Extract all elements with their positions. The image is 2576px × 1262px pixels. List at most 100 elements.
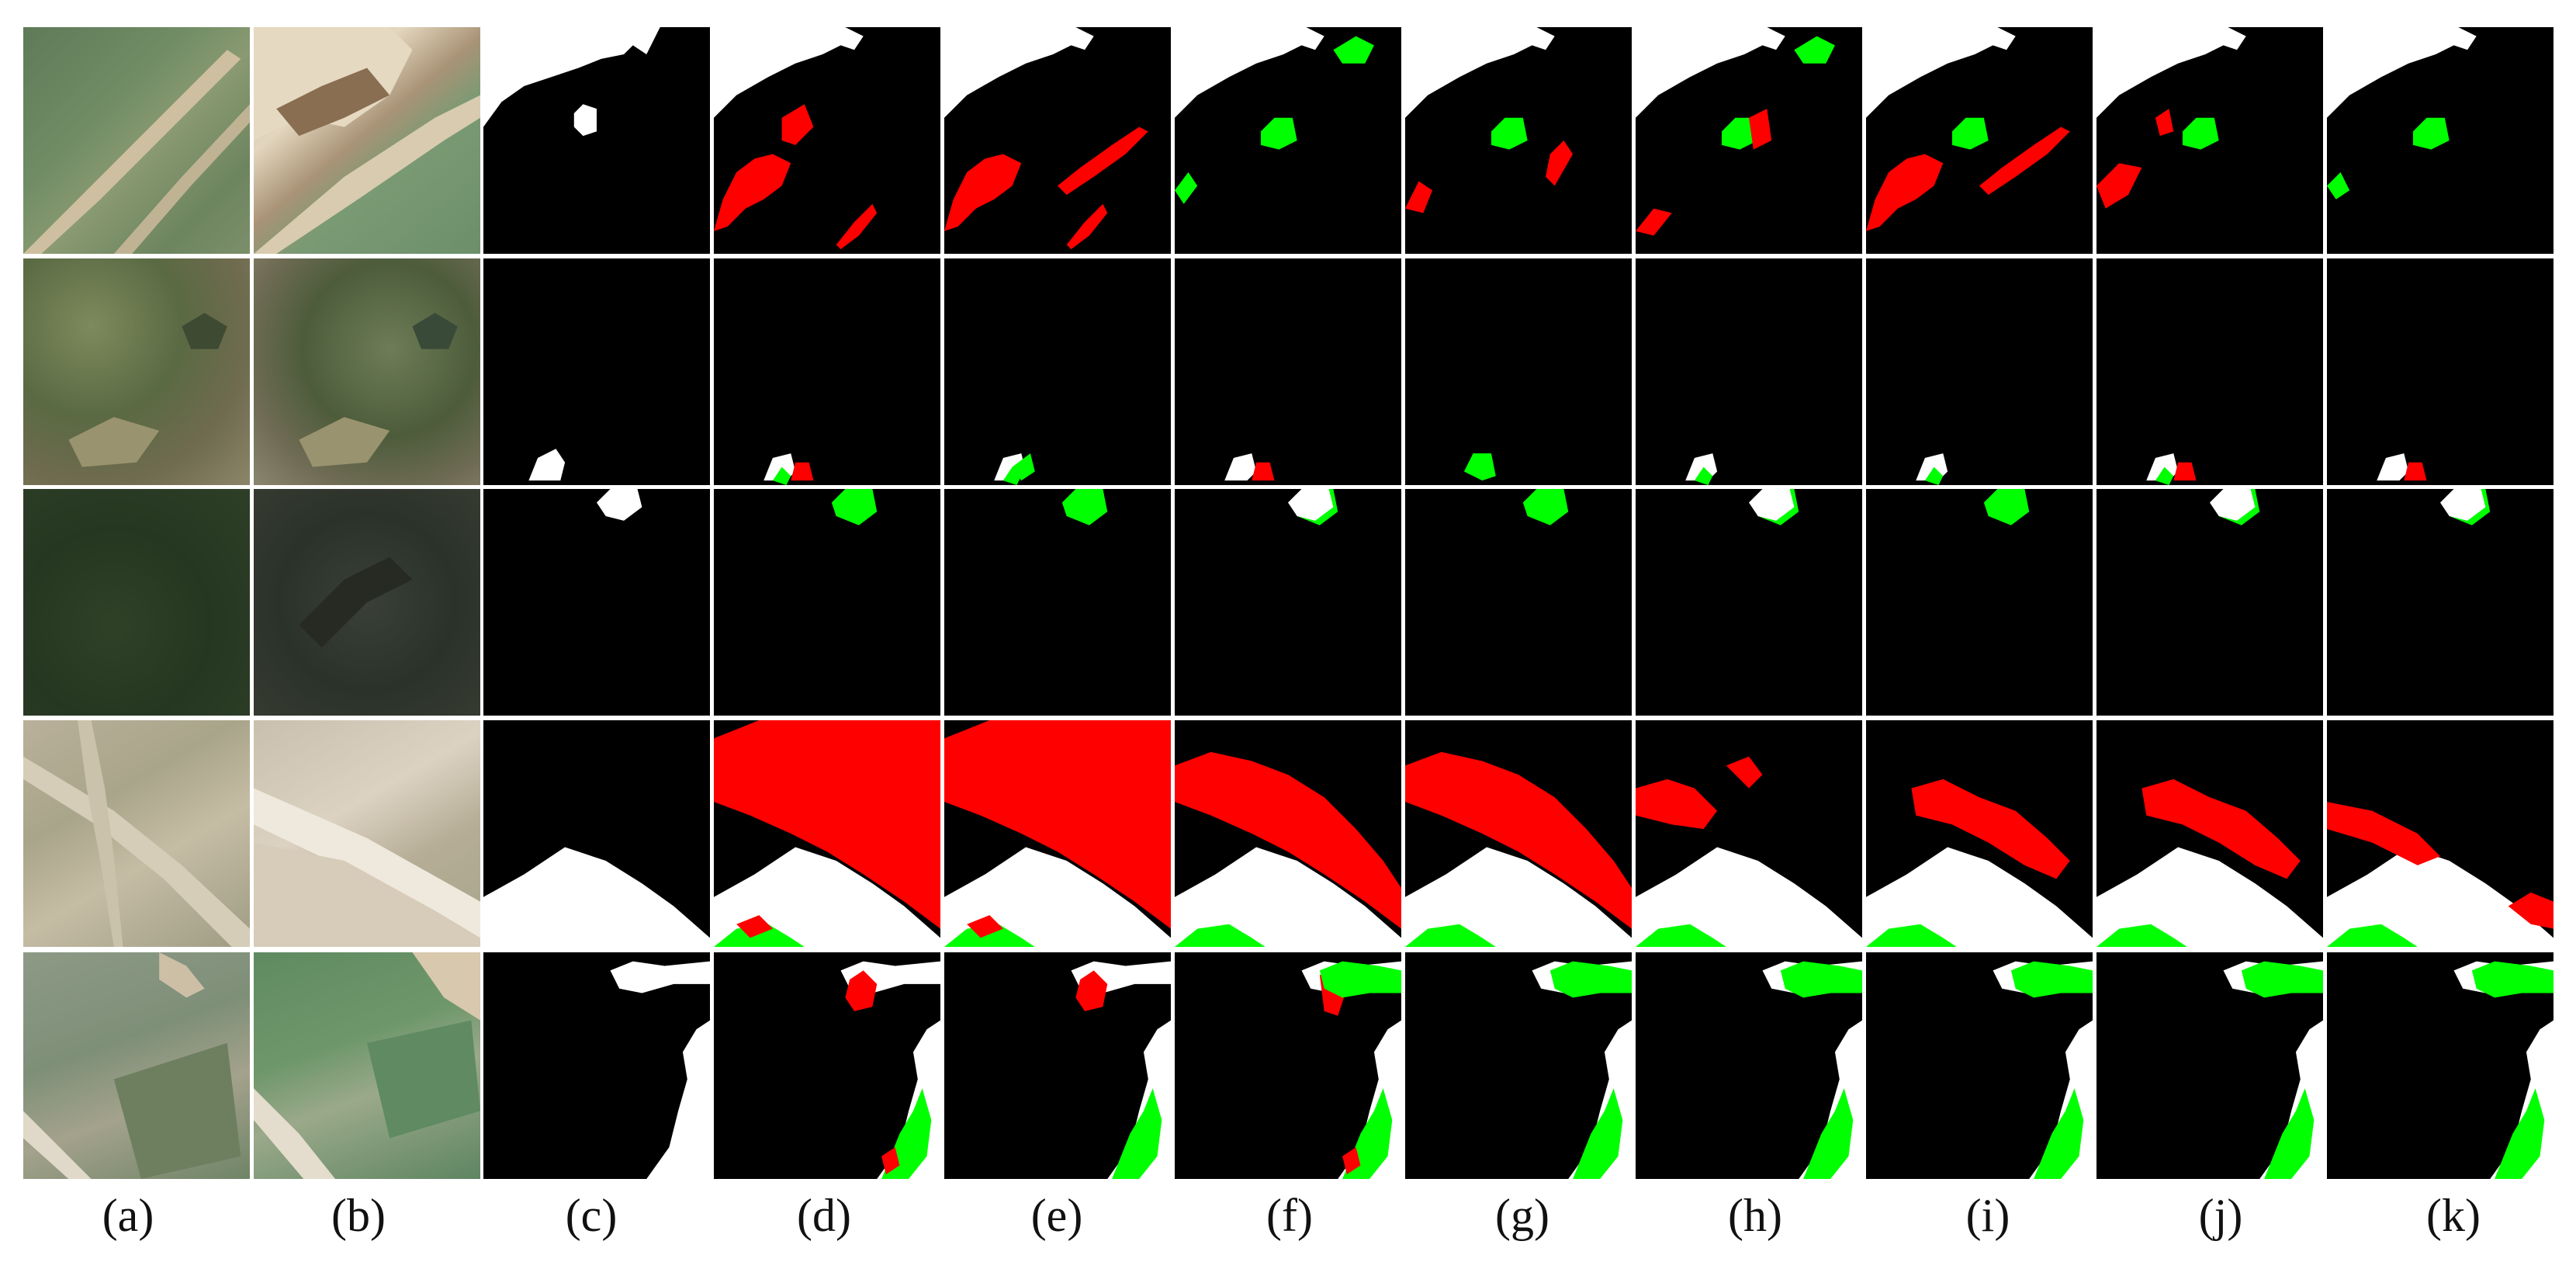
panel-graphic — [1866, 27, 2070, 231]
panel-row1-i-change-map — [1866, 27, 2093, 254]
panel-row2-c-ground-truth-map — [483, 258, 710, 485]
panel-row3-h-change-map — [1636, 489, 1862, 716]
panel-graphic — [2327, 802, 2553, 947]
panel-row5-c-ground-truth-map — [483, 952, 710, 1179]
column-label-a: (a) — [102, 1190, 154, 1241]
column-label-d: (d) — [797, 1190, 851, 1241]
panel-graphic — [23, 720, 250, 947]
panel-graphic — [483, 847, 710, 947]
panel-row5-k-change-map — [2327, 952, 2553, 1179]
panel-row2-h-change-map — [1636, 258, 1862, 485]
panel-graphic — [2146, 453, 2197, 485]
panel-graphic — [610, 961, 710, 1179]
panel-graphic — [1916, 453, 1948, 485]
panel-row3-k-change-map — [2327, 489, 2553, 716]
panel-graphic — [2377, 453, 2427, 481]
panel-graphic — [299, 556, 413, 648]
panel-graphic — [1405, 751, 1632, 947]
column-label-i: (i) — [1965, 1190, 2010, 1241]
panel-graphic — [714, 720, 940, 947]
panel-row2-d-change-map — [714, 258, 940, 485]
panel-graphic — [1175, 27, 1374, 204]
panel-row4-b-image-t2 — [254, 720, 480, 947]
panel-row1-j-change-map — [2096, 27, 2323, 254]
column-label-g: (g) — [1495, 1190, 1549, 1241]
panel-row1-f-change-map — [1175, 27, 1401, 254]
panel-graphic — [299, 313, 458, 467]
panel-row1-b-image-t2 — [254, 27, 480, 254]
panel-row3-e-change-map — [944, 489, 1171, 716]
panel-row1-k-change-map — [2327, 27, 2553, 254]
panel-graphic — [23, 50, 250, 254]
panel-graphic — [1071, 961, 1171, 1179]
panel-row2-i-change-map — [1866, 258, 2093, 485]
panel-row2-j-change-map — [2096, 258, 2323, 485]
panel-row1-e-change-map — [944, 27, 1171, 254]
panel-row3-b-image-t2 — [254, 489, 480, 716]
panel-graphic — [2096, 27, 2246, 209]
panel-row1-g-change-map — [1405, 27, 1632, 254]
panel-graphic — [254, 27, 480, 254]
panel-row5-d-change-map — [714, 952, 940, 1179]
panel-graphic — [254, 952, 480, 1179]
panel-row3-d-change-map — [714, 489, 940, 716]
column-label-b: (b) — [331, 1190, 386, 1241]
panel-row5-i-change-map — [1866, 952, 2093, 1179]
panel-row5-j-change-map — [2096, 952, 2323, 1179]
panel-row4-d-change-map — [714, 720, 940, 947]
column-label-j: (j) — [2198, 1190, 2243, 1241]
panel-graphic — [2453, 961, 2553, 1179]
panel-graphic — [1993, 961, 2093, 1179]
panel-graphic — [597, 489, 642, 521]
panel-graphic — [1288, 489, 1338, 525]
panel-graphic — [2096, 778, 2323, 947]
panel-row3-c-ground-truth-map — [483, 489, 710, 716]
panel-row1-a-image-t1 — [23, 27, 250, 254]
panel-graphic — [1636, 27, 1835, 236]
column-label-k: (k) — [2426, 1190, 2481, 1241]
panel-row4-k-change-map — [2327, 720, 2553, 947]
panel-row5-h-change-map — [1636, 952, 1862, 1179]
panel-graphic — [254, 788, 480, 947]
panel-row4-a-image-t1 — [23, 720, 250, 947]
panel-graphic — [1463, 453, 1496, 481]
panel-graphic — [483, 27, 660, 137]
panel-row3-f-change-map — [1175, 489, 1401, 716]
panel-row4-i-change-map — [1866, 720, 2093, 947]
panel-graphic — [944, 27, 1148, 250]
panel-row2-e-change-map — [944, 258, 1171, 485]
panel-row1-c-ground-truth-map — [483, 27, 710, 254]
panel-graphic — [1866, 778, 2093, 947]
panel-row5-b-image-t2 — [254, 952, 480, 1179]
panel-row3-a-image-t1 — [23, 489, 250, 716]
panel-graphic — [840, 961, 940, 1179]
panel-graphic — [1762, 961, 1862, 1179]
panel-row5-f-change-map — [1175, 952, 1401, 1179]
panel-graphic — [2210, 489, 2260, 525]
column-label-h: (h) — [1728, 1190, 1782, 1241]
panel-graphic — [68, 313, 227, 467]
panel-row4-g-change-map — [1405, 720, 1632, 947]
panel-graphic — [1685, 453, 1718, 485]
panel-row2-a-image-t1 — [23, 258, 250, 485]
panel-row1-h-change-map — [1636, 27, 1862, 254]
panel-graphic — [1532, 961, 1632, 1179]
column-label-c: (c) — [565, 1190, 618, 1241]
panel-row2-g-change-map — [1405, 258, 1632, 485]
panel-graphic — [1522, 489, 1569, 525]
panel-row5-g-change-map — [1405, 952, 1632, 1179]
panel-graphic — [23, 489, 250, 716]
column-label-f: (f) — [1266, 1190, 1313, 1241]
panel-graphic — [1636, 756, 1862, 947]
panel-graphic — [714, 27, 878, 250]
panel-graphic — [1405, 27, 1574, 213]
panel-row4-h-change-map — [1636, 720, 1862, 947]
panel-graphic — [23, 952, 241, 1179]
panel-graphic — [1749, 489, 1799, 525]
panel-graphic — [994, 453, 1035, 485]
panel-graphic — [763, 453, 814, 485]
panel-row2-b-image-t2 — [254, 258, 480, 485]
panel-graphic — [1301, 961, 1401, 1179]
panel-row5-e-change-map — [944, 952, 1171, 1179]
